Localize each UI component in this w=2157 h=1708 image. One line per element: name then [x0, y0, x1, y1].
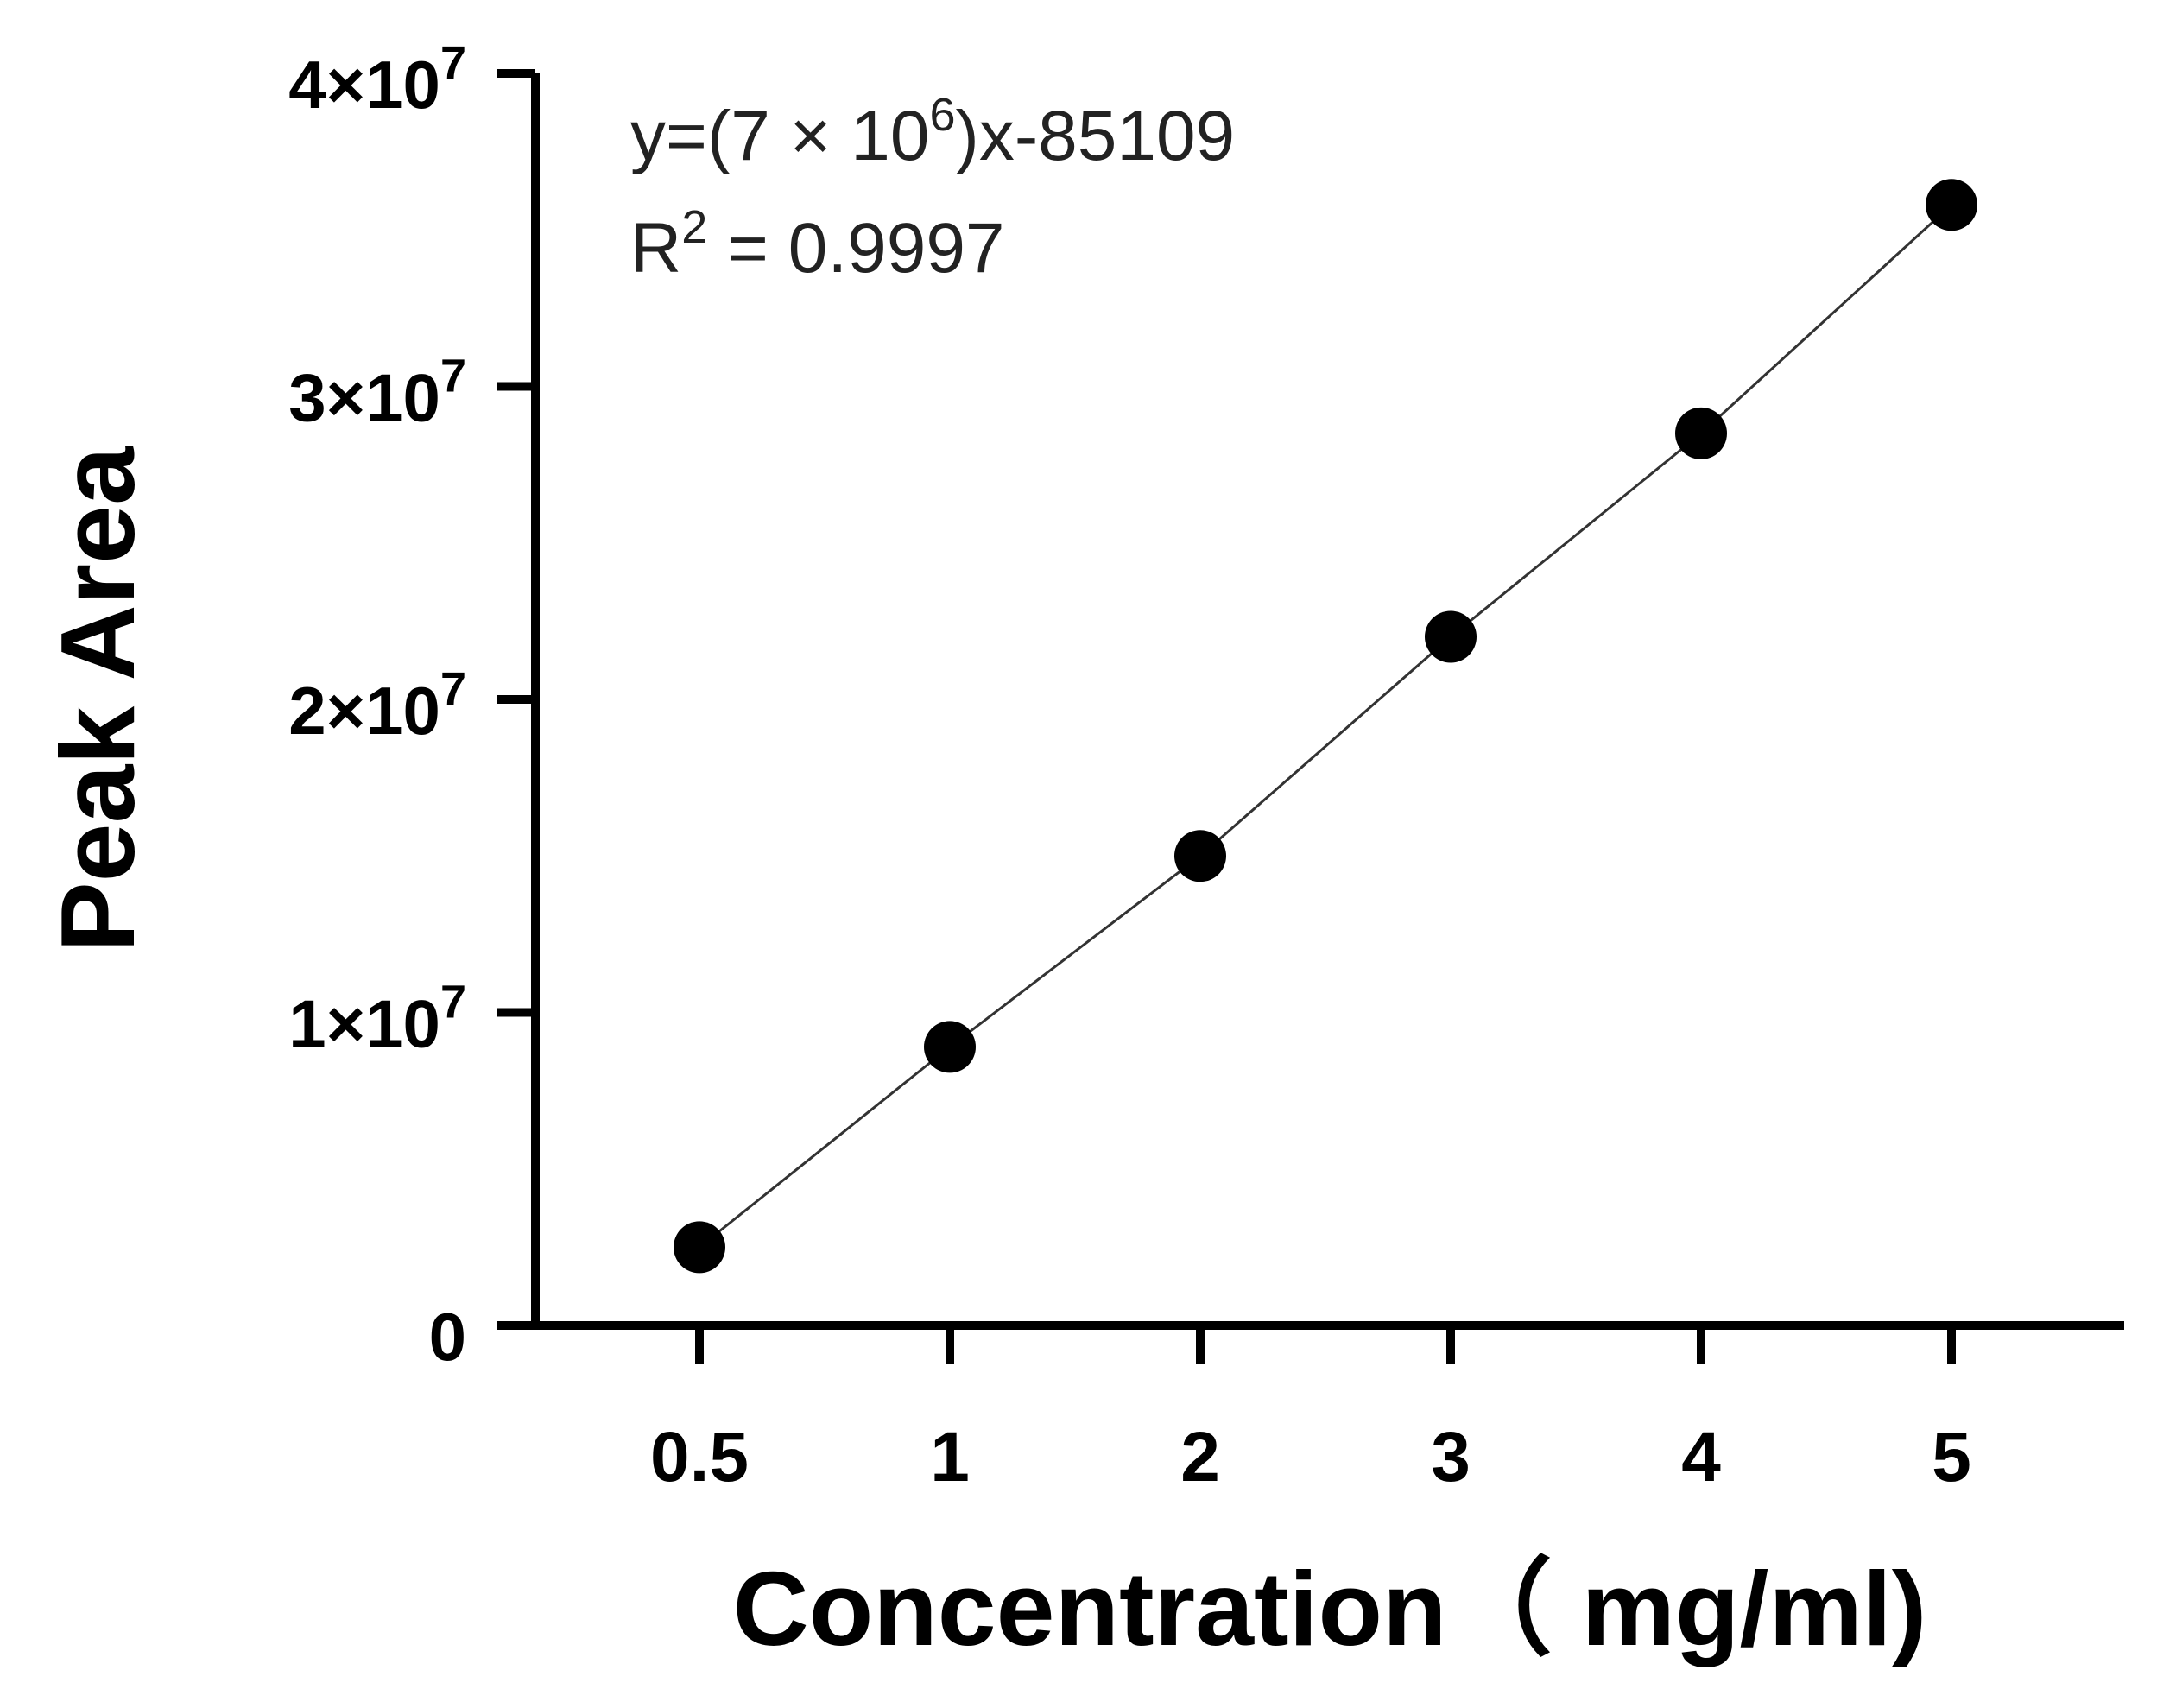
equation-prefix: y=(7 × 10 [630, 97, 929, 175]
equation-exponent: 6 [929, 89, 955, 141]
y-tick-label-exponent: 7 [440, 663, 466, 715]
y-tick-label-base: 0 [429, 1299, 466, 1375]
data-point [1926, 179, 1977, 231]
x-tick-label: 5 [1932, 1418, 1971, 1496]
y-tick-label: 0 [429, 1299, 466, 1375]
y-tick-label-exponent: 7 [440, 977, 466, 1028]
equation-annotation: y=(7 × 106)x-85109 [630, 89, 1235, 175]
x-tick-label: 4 [1681, 1418, 1721, 1496]
y-tick-label: 4×107 [288, 37, 466, 123]
x-tick-label: 1 [930, 1418, 970, 1496]
data-point [1174, 830, 1226, 882]
equation-suffix: )x-85109 [956, 97, 1236, 175]
x-axis-title: Concentration（ mg/ml) [733, 1550, 1927, 1667]
y-tick-label: 3×107 [288, 351, 466, 436]
y-axis-title: Peak Area [39, 446, 156, 952]
data-point [674, 1221, 725, 1274]
x-tick-label: 2 [1180, 1418, 1220, 1496]
y-tick-label-base: 2×10 [288, 673, 440, 749]
y-tick-label-base: 3×10 [288, 360, 440, 436]
r2-suffix: = 0.9997 [707, 209, 1004, 288]
data-point [1425, 610, 1477, 663]
r-squared-annotation: R2 = 0.9997 [630, 201, 1005, 288]
y-tick-label-base: 1×10 [288, 986, 440, 1062]
y-tick-label: 1×107 [288, 977, 466, 1062]
data-point [924, 1021, 976, 1073]
series-line [699, 204, 1953, 1249]
y-tick-label: 2×107 [288, 663, 466, 749]
x-ticks: 0.5 1 2 3 4 5 [650, 1325, 1971, 1496]
y-tick-label-exponent: 7 [440, 351, 466, 402]
r2-prefix: R [630, 209, 681, 288]
y-tick-label-base: 4×10 [288, 47, 440, 123]
r2-exponent: 2 [681, 201, 707, 253]
data-series [674, 179, 1977, 1274]
y-tick-label-exponent: 7 [440, 37, 466, 89]
x-tick-label: 0.5 [650, 1418, 749, 1496]
x-tick-label: 3 [1431, 1418, 1471, 1496]
data-point [1675, 407, 1727, 459]
